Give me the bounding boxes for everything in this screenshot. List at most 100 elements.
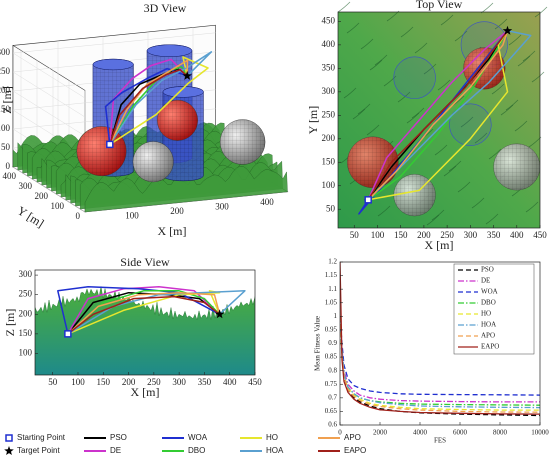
y-tick-label: 100 <box>51 201 65 211</box>
legend-label: DBO <box>188 446 205 455</box>
x-tick-label: 250 <box>147 377 161 387</box>
x-tick-label: 400 <box>223 377 237 387</box>
terrain-ridge <box>434 144 448 156</box>
terrain-ridge <box>352 108 366 120</box>
y-tick-label: 0 <box>76 211 81 221</box>
sphere <box>132 141 174 183</box>
chart-title: 3D View <box>144 1 187 15</box>
line-series <box>340 262 540 415</box>
x-tick-label: 350 <box>487 230 501 240</box>
y-tick-label: 100 <box>322 180 336 190</box>
chart-title: Top View <box>416 0 463 11</box>
x-tick-label: 300 <box>215 202 229 212</box>
terrain-ridge <box>440 14 454 26</box>
z-axis-label: Z [m] <box>0 86 14 114</box>
terrain-ridge <box>508 34 522 46</box>
cylinder-top <box>162 86 204 98</box>
x-tick-label: 150 <box>394 230 408 240</box>
y-tick-label: 200 <box>322 133 336 143</box>
z-tick-label: 250 <box>0 66 11 76</box>
y-tick-label: 0.75 <box>325 380 338 388</box>
sphere <box>219 119 266 165</box>
legend-label: DBO <box>481 299 496 307</box>
cylinder-top <box>146 44 193 57</box>
terrain-ridge <box>414 42 428 54</box>
path-line <box>367 30 532 201</box>
legend-label: DE <box>481 277 490 285</box>
path-line <box>57 286 220 335</box>
path-line <box>109 56 209 146</box>
grid-line <box>12 32 216 99</box>
y-tick-label: 0.95 <box>325 326 338 334</box>
path-line <box>67 291 221 335</box>
x-tick-label: 250 <box>440 230 454 240</box>
x-tick-label: 300 <box>464 230 478 240</box>
x-tick-label: 4000 <box>413 429 428 437</box>
terrain-ridge <box>454 30 468 42</box>
legend-label: HOA <box>481 321 496 329</box>
axes-bg <box>340 262 540 425</box>
y-tick-label: 350 <box>322 62 336 72</box>
terrain-ridge <box>457 181 471 193</box>
x-tick-label: 450 <box>533 230 547 240</box>
path-line <box>109 51 213 145</box>
terrain-ridge <box>460 116 474 128</box>
terrain-ridge <box>397 91 411 103</box>
y-tick-label: 0.65 <box>325 407 338 415</box>
y-tick-label: 1 <box>334 312 338 320</box>
terrain-ridge <box>423 63 437 75</box>
path-line <box>67 290 246 335</box>
x-tick-label: 300 <box>172 377 186 387</box>
terrain-ridge <box>383 75 397 87</box>
x-axis-label: X [m] <box>158 224 187 238</box>
axes-frame <box>34 269 256 376</box>
x-tick-label: 2000 <box>373 429 388 437</box>
sphere-mesh <box>220 119 266 165</box>
start-marker <box>64 330 72 338</box>
y-tick-label: 1.1 <box>328 285 337 293</box>
plot-area <box>35 286 255 375</box>
x-tick-label: 100 <box>371 230 385 240</box>
terrain-ridge <box>500 104 514 116</box>
terrain-ridge <box>488 148 502 160</box>
terrain-ridge <box>400 26 414 38</box>
x-tick-label: 150 <box>97 377 111 387</box>
terrain-ridge <box>406 112 420 124</box>
line-series <box>340 316 540 409</box>
y-tick-label: 300 <box>19 269 33 279</box>
legend-label: Starting Point <box>17 433 66 442</box>
x-tick-label: 100 <box>71 377 85 387</box>
x-tick-label: 10000 <box>531 429 549 437</box>
y-tick-label: 50 <box>326 203 336 213</box>
line-series <box>340 316 540 406</box>
x-axis-label: FES <box>434 437 446 445</box>
sphere-mesh <box>132 141 174 182</box>
cylinder-top <box>92 58 134 71</box>
z-tick-label: 100 <box>0 123 11 133</box>
legend-target <box>4 446 14 455</box>
y-tick-label: 100 <box>19 348 33 358</box>
target-marker <box>182 70 192 80</box>
x-tick-label: 350 <box>198 377 212 387</box>
terrain-ridge <box>426 214 440 226</box>
terrain-ridge <box>485 213 499 225</box>
y-tick-label: 150 <box>19 328 33 338</box>
legend-label: PSO <box>110 433 127 442</box>
x-axis-label: X [m] <box>425 238 454 252</box>
legend-start <box>5 434 13 442</box>
terrain-ridge <box>366 124 380 136</box>
terrain-ridge <box>377 205 391 217</box>
legend-label: DE <box>110 446 121 455</box>
y-tick-label: 0.85 <box>325 353 338 361</box>
axes-frame <box>339 261 541 426</box>
sphere-mesh <box>157 100 198 141</box>
x-tick-label: 400 <box>510 230 524 240</box>
y-tick-label: 1.2 <box>328 258 337 266</box>
terrain-ridge <box>346 22 360 34</box>
y-tick-label: 400 <box>322 39 336 49</box>
terrain-ridge <box>517 55 531 67</box>
legend-label: EAPO <box>481 343 499 351</box>
line-series <box>340 316 540 396</box>
cylinder <box>393 56 436 99</box>
legend-label: APO <box>481 332 495 340</box>
